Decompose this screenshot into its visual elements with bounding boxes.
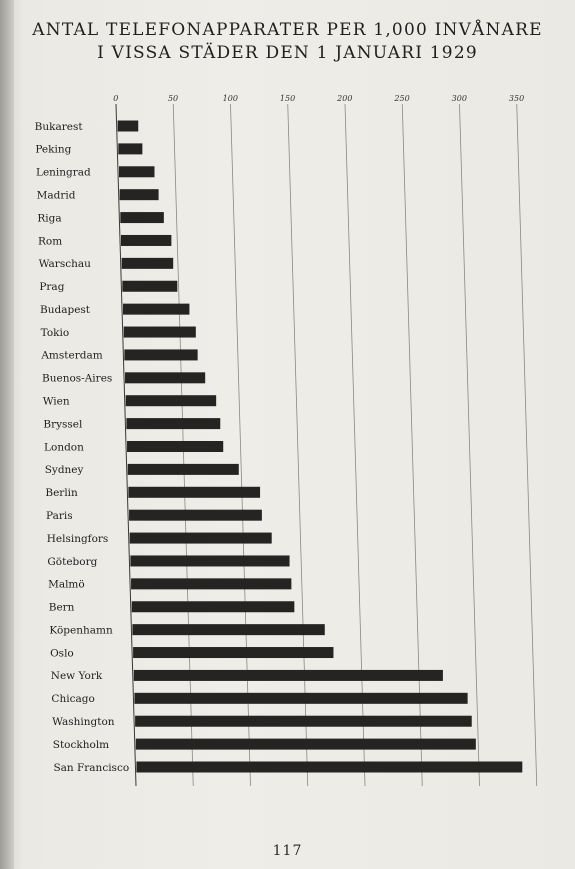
city-label-bern: Bern (49, 602, 75, 614)
bar-wien (125, 395, 217, 407)
bar-london (127, 441, 224, 452)
city-label-berlin: Berlin (45, 487, 78, 499)
x-tick-label-350: 350 (509, 94, 524, 103)
bar-bukarest (117, 120, 139, 132)
city-label-san-francisco: San Francisco (53, 762, 129, 774)
x-tick-label-250: 250 (393, 94, 409, 103)
bar-prag (122, 280, 178, 292)
city-label-göteborg: Göteborg (47, 556, 97, 568)
x-axis-zero-line (115, 103, 137, 787)
bar-washington (135, 715, 472, 727)
city-label-warschau: Warschau (39, 258, 91, 270)
city-label-new-york: New York (51, 670, 103, 682)
city-label-london: London (44, 441, 84, 453)
city-label-paris: Paris (46, 510, 73, 522)
x-tick-label-50: 50 (168, 94, 178, 103)
gridline-150 (287, 103, 309, 787)
bar-rom (121, 234, 172, 246)
city-label-riga: Riga (37, 212, 61, 224)
bar-stockholm (135, 738, 476, 750)
city-label-helsingfors: Helsingfors (47, 533, 109, 545)
page-number: 117 (272, 843, 303, 859)
chart-title-line-2: I VISSA STÄDER DEN 1 JANUARI 1929 (97, 43, 478, 63)
bar-köpenhamn (132, 624, 325, 636)
x-tick-label-100: 100 (223, 94, 238, 103)
bar-leningrad (118, 166, 155, 178)
bar-peking (118, 143, 143, 155)
city-label-wien: Wien (43, 396, 70, 408)
bar-riga (120, 212, 164, 224)
gridline-200 (344, 103, 366, 787)
bar-sydney (127, 463, 239, 475)
x-tick-label-300: 300 (452, 94, 467, 103)
city-label-sydney: Sydney (45, 464, 84, 476)
gridline-300 (459, 103, 480, 787)
bar-amsterdam (124, 349, 198, 361)
chart-title-line-1: ANTAL TELEFONAPPARATER PER 1,000 INVÅNAR… (32, 20, 543, 40)
bar-helsingfors (129, 532, 272, 544)
city-label-washington: Washington (52, 716, 115, 728)
bar-tokio (123, 326, 196, 338)
bar-berlin (128, 486, 261, 498)
x-tick-label-0: 0 (113, 94, 118, 103)
city-label-madrid: Madrid (37, 189, 76, 201)
bar-warschau (121, 257, 174, 269)
city-label-rom: Rom (38, 235, 62, 247)
bar-malmö (131, 578, 292, 590)
city-label-peking: Peking (35, 144, 71, 156)
bar-chicago (134, 692, 468, 704)
city-label-buenos-aires: Buenos-Aires (42, 373, 112, 385)
gridline-250 (401, 103, 423, 787)
bar-oslo (133, 647, 334, 659)
city-label-tokio: Tokio (41, 327, 70, 339)
city-label-oslo: Oslo (50, 647, 74, 659)
city-label-bukarest: Bukarest (35, 121, 84, 133)
gridline-100 (230, 103, 251, 787)
city-label-leningrad: Leningrad (36, 167, 91, 179)
city-label-bryssel: Bryssel (43, 418, 83, 430)
bar-göteborg (130, 555, 290, 567)
bar-san-francisco (136, 761, 523, 773)
city-label-amsterdam: Amsterdam (40, 350, 102, 362)
city-label-prag: Prag (39, 281, 64, 293)
bar-new-york (133, 669, 443, 681)
city-label-malmö: Malmö (48, 579, 85, 591)
bar-madrid (119, 189, 159, 201)
bar-buenos-aires (125, 372, 206, 384)
bar-bryssel (126, 418, 221, 430)
page-gutter-shadow (0, 0, 14, 869)
city-label-köpenhamn: Köpenhamn (49, 624, 113, 636)
city-label-stockholm: Stockholm (53, 739, 109, 751)
city-label-chicago: Chicago (51, 693, 94, 705)
bar-paris (129, 509, 262, 521)
city-label-budapest: Budapest (40, 304, 91, 316)
x-tick-label-200: 200 (336, 94, 352, 103)
bar-bern (131, 601, 295, 613)
gridline-350 (516, 103, 538, 787)
bar-budapest (123, 303, 190, 315)
x-tick-label-150: 150 (280, 94, 295, 103)
